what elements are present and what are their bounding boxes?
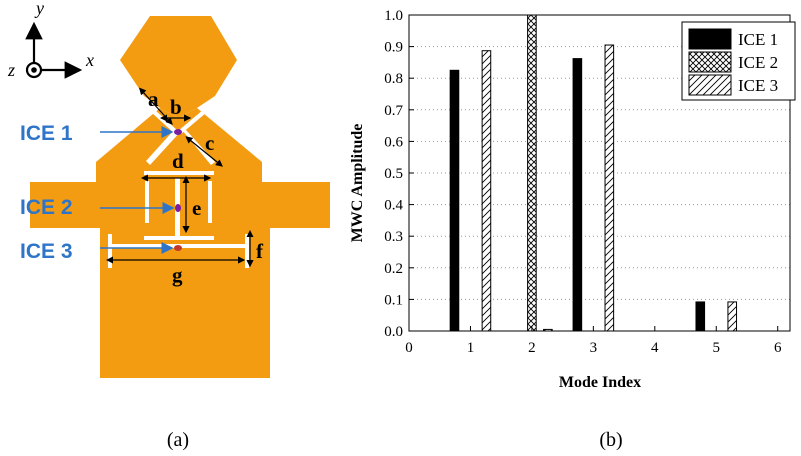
bar-ice2-mode2 (527, 14, 537, 332)
dim-label-g: g (172, 263, 183, 287)
y-tick-label: 0.6 (384, 134, 403, 150)
y-tick-label: 0.5 (384, 166, 403, 182)
x-axis-title: Mode Index (559, 374, 641, 391)
bar-ice1-mode5 (695, 301, 706, 332)
y-tick-label: 0.2 (384, 261, 403, 277)
legend-label-ice3: ICE 3 (738, 76, 778, 95)
panel-b-caption: (b) (599, 429, 622, 451)
legend-label-ice2: ICE 2 (738, 53, 778, 72)
legend-swatch-ice2 (688, 51, 732, 73)
x-tick-label: 4 (651, 340, 659, 356)
coordinate-axes: y x z (7, 0, 94, 80)
dim-label-e: e (192, 196, 201, 220)
y-tick-label: 0.7 (384, 103, 403, 119)
dim-c-line (185, 136, 223, 167)
ice2-label: ICE 2 (20, 196, 73, 219)
x-tick-label: 2 (528, 340, 536, 356)
y-tick-label: 0.3 (384, 229, 403, 245)
legend-label-ice1: ICE 1 (738, 30, 778, 49)
mwc-bar-chart: 0.0 0.1 0.2 0.3 0.4 0.5 0.6 0.7 0.8 0.9 1.0 0 1 2 3 4 5… (349, 8, 796, 451)
x-ticks: 0 1 2 3 4 5 6 (405, 326, 782, 356)
bar-ice3-mode1 (481, 50, 492, 332)
ice2-port-marker (175, 204, 181, 212)
bar-ice3-mode3 (604, 44, 615, 332)
x-tick-label: 0 (405, 340, 413, 356)
y-tick-label: 0.1 (384, 292, 403, 308)
panel-a-caption: (a) (167, 429, 189, 451)
dim-label-f: f (256, 239, 264, 263)
x-tick-label: 5 (713, 340, 721, 356)
chart-legend: ICE 1 ICE 2 ICE 3 (681, 21, 796, 101)
dim-label-a: a (148, 87, 159, 111)
bar-ice1-mode1 (449, 69, 460, 332)
y-tick-label: 0.9 (384, 40, 403, 56)
ice3-label: ICE 3 (20, 240, 73, 263)
y-tick-label: 0.8 (384, 71, 403, 87)
axis-x-label: x (85, 50, 94, 70)
legend-swatch-ice1 (688, 28, 732, 50)
bar-ice1-mode3 (572, 58, 583, 332)
axis-y-label: y (34, 0, 44, 18)
y-tick-label: 0.0 (384, 324, 403, 340)
x-tick-label: 1 (467, 340, 475, 356)
y-axis-title: MWC Amplitude (349, 124, 366, 243)
y-tick-label: 0.4 (384, 198, 403, 214)
ice1-port-marker (174, 129, 182, 135)
legend-swatch-ice3 (688, 74, 732, 96)
antenna-body (30, 108, 330, 378)
y-ticks: 0.0 0.1 0.2 0.3 0.4 0.5 0.6 0.7 0.8 0.9 1.0 (384, 8, 414, 340)
dim-label-d: d (172, 149, 184, 173)
ice1-label: ICE 1 (20, 122, 73, 145)
antenna-diagram: a b c d e f g ICE 1 ICE 2 ICE 3 y x z (7, 0, 330, 451)
x-tick-label: 3 (590, 340, 598, 356)
axis-z-label: z (7, 60, 15, 80)
dim-label-b: b (170, 95, 182, 119)
x-tick-label: 6 (774, 340, 782, 356)
ice3-port-marker (174, 245, 182, 251)
bar-ice3-mode5 (727, 301, 738, 332)
dim-label-c: c (205, 131, 214, 155)
y-tick-label: 1.0 (384, 8, 403, 24)
chart-bars (449, 14, 738, 332)
